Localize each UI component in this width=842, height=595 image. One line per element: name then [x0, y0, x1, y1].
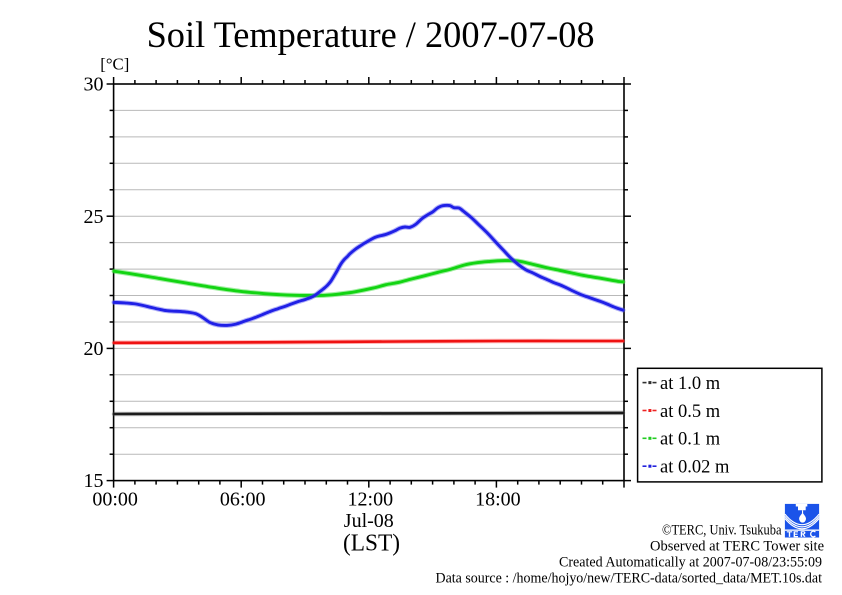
svg-text:Soil Temperature / 2007-07-08: Soil Temperature / 2007-07-08 — [147, 15, 595, 56]
svg-text:18:00: 18:00 — [475, 489, 521, 511]
svg-text:00:00: 00:00 — [92, 489, 138, 511]
svg-text:at 0.02 m: at 0.02 m — [660, 458, 730, 478]
svg-text:Observed at TERC Tower site: Observed at TERC Tower site — [650, 537, 824, 554]
svg-text:30: 30 — [84, 74, 104, 96]
svg-text:Data source : /home/hojyo/new/: Data source : /home/hojyo/new/TERC-data/… — [436, 569, 823, 586]
svg-text:12:00: 12:00 — [348, 489, 394, 511]
svg-text:06:00: 06:00 — [220, 489, 266, 511]
svg-text:(LST): (LST) — [343, 531, 400, 557]
svg-text:at 0.1 m: at 0.1 m — [660, 430, 721, 450]
svg-text:at 1.0 m: at 1.0 m — [660, 374, 721, 394]
svg-text:25: 25 — [84, 206, 104, 228]
svg-text:15: 15 — [84, 470, 104, 492]
svg-text:20: 20 — [84, 338, 104, 360]
svg-text:Jul-08: Jul-08 — [344, 510, 394, 532]
svg-text:[°C]: [°C] — [100, 55, 129, 74]
svg-text:at 0.5 m: at 0.5 m — [660, 402, 721, 422]
svg-text:Created Automatically at 2007-: Created Automatically at 2007-07-08/23:5… — [559, 553, 822, 570]
svg-text:©TERC, Univ. Tsukuba: ©TERC, Univ. Tsukuba — [662, 521, 782, 538]
